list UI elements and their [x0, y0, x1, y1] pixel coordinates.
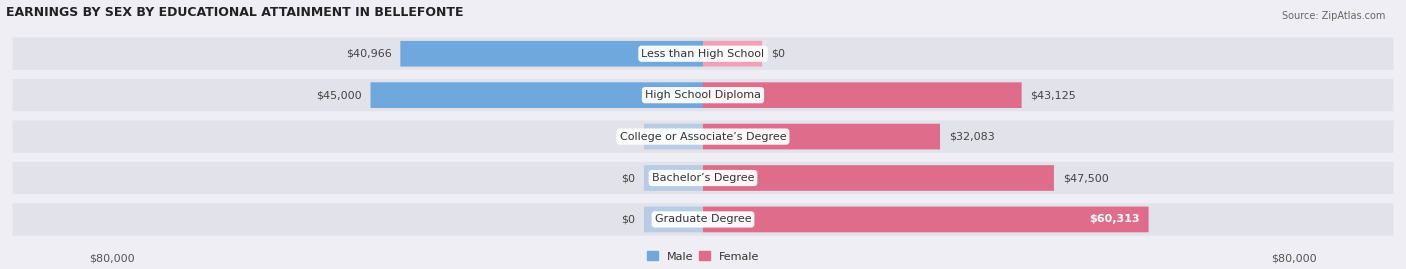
FancyBboxPatch shape — [401, 41, 703, 66]
Text: $0: $0 — [621, 173, 636, 183]
FancyBboxPatch shape — [13, 79, 1393, 111]
Text: $0: $0 — [621, 214, 636, 224]
Text: $0: $0 — [621, 132, 636, 141]
Text: Bachelor’s Degree: Bachelor’s Degree — [652, 173, 754, 183]
FancyBboxPatch shape — [644, 165, 703, 191]
Text: EARNINGS BY SEX BY EDUCATIONAL ATTAINMENT IN BELLEFONTE: EARNINGS BY SEX BY EDUCATIONAL ATTAINMEN… — [6, 6, 463, 19]
Text: College or Associate’s Degree: College or Associate’s Degree — [620, 132, 786, 141]
Text: $40,966: $40,966 — [346, 49, 391, 59]
Text: Graduate Degree: Graduate Degree — [655, 214, 751, 224]
FancyBboxPatch shape — [703, 124, 941, 149]
Text: Less than High School: Less than High School — [641, 49, 765, 59]
Legend: Male, Female: Male, Female — [647, 252, 759, 262]
FancyBboxPatch shape — [13, 162, 1393, 194]
Text: $60,313: $60,313 — [1090, 214, 1140, 224]
Text: High School Diploma: High School Diploma — [645, 90, 761, 100]
Text: $0: $0 — [770, 49, 785, 59]
FancyBboxPatch shape — [703, 165, 1054, 191]
FancyBboxPatch shape — [644, 124, 703, 149]
FancyBboxPatch shape — [13, 38, 1393, 70]
FancyBboxPatch shape — [703, 41, 762, 66]
Text: $32,083: $32,083 — [949, 132, 994, 141]
Text: Source: ZipAtlas.com: Source: ZipAtlas.com — [1281, 11, 1385, 21]
FancyBboxPatch shape — [13, 203, 1393, 236]
FancyBboxPatch shape — [703, 207, 1149, 232]
FancyBboxPatch shape — [644, 207, 703, 232]
FancyBboxPatch shape — [703, 82, 1022, 108]
Text: $45,000: $45,000 — [316, 90, 361, 100]
Text: $47,500: $47,500 — [1063, 173, 1108, 183]
Text: $43,125: $43,125 — [1031, 90, 1076, 100]
FancyBboxPatch shape — [13, 121, 1393, 153]
FancyBboxPatch shape — [371, 82, 703, 108]
